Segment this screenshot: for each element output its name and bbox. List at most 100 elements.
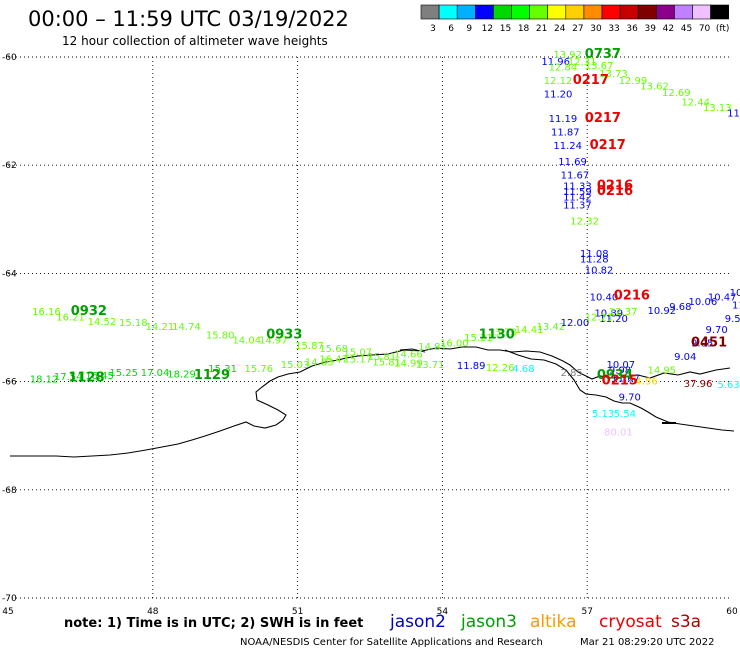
- swh-value: 11.20: [599, 314, 628, 325]
- colorbar-label: 42: [663, 24, 674, 34]
- swh-value: 14.97: [259, 336, 288, 347]
- swh-value: 37.96: [684, 379, 713, 390]
- swh-value: 10.82: [585, 265, 614, 276]
- lat-tick-label: -66: [2, 378, 17, 388]
- timestamp-text: Mar 21 08:29:20 UTC 2022: [580, 637, 715, 648]
- swh-value: 11.19: [549, 114, 578, 125]
- swh-value: 16.45: [85, 371, 114, 382]
- pass-time-label: 1129: [194, 368, 230, 383]
- swh-value: 9.68: [669, 302, 691, 313]
- legend-s3a: s3a: [671, 612, 701, 632]
- swh-value: 11.08: [580, 249, 609, 260]
- pass-time-label: 1128: [68, 371, 104, 386]
- swh-value: 12.69: [662, 88, 691, 99]
- colorbar-label: 45: [681, 24, 692, 34]
- colorbar-label: 6: [448, 24, 454, 34]
- swh-value: 15.81: [368, 352, 397, 363]
- swh-value: 12.31: [568, 57, 597, 68]
- lon-tick-label: 48: [147, 607, 159, 617]
- swh-value: 15.03: [281, 360, 310, 371]
- swh-value: 11.33: [563, 182, 592, 193]
- swh-value: 9.05: [691, 338, 713, 349]
- swh-value: 10.07: [607, 360, 636, 371]
- legend-cryosat: cryosat: [599, 612, 662, 632]
- swh-value: 15.21: [464, 333, 493, 344]
- lon-tick-label: 54: [437, 607, 449, 617]
- colorbar-swatch: [438, 4, 458, 20]
- swh-value: 16.16: [32, 307, 61, 318]
- lat-tick-label: -68: [2, 486, 17, 496]
- swh-value: 15.76: [245, 364, 274, 375]
- swh-value: 11.89: [457, 361, 486, 372]
- lon-tick-label: 60: [726, 607, 738, 617]
- colorbar-swatch: [710, 4, 729, 20]
- colorbar-swatch: [456, 4, 476, 20]
- swh-value: 15.17: [343, 355, 372, 366]
- swh-value: 11.42: [563, 192, 592, 203]
- colorbar-swatch: [619, 4, 639, 20]
- colorbar-swatch: [474, 4, 494, 20]
- swh-value: 14.04: [232, 336, 261, 347]
- swh-value: 10.16: [730, 288, 740, 299]
- colorbar-swatch: [493, 4, 512, 20]
- colorbar-label: (ft): [716, 24, 730, 34]
- swh-value: 13.73: [488, 328, 517, 339]
- swh-value: 13.73: [599, 69, 628, 80]
- colorbar-swatch: [529, 4, 548, 20]
- swh-value: 13.92: [553, 50, 582, 61]
- swh-value: 11.59: [563, 187, 592, 198]
- swh-value: 10.92: [648, 306, 677, 317]
- swh-value: 12.84: [549, 63, 578, 74]
- legend-altika: altika: [530, 612, 577, 632]
- swh-value: 12.99: [619, 76, 648, 87]
- swh-value: 11.24: [553, 141, 582, 152]
- swh-value: 9.70: [619, 393, 641, 404]
- colorbar-swatch: [601, 4, 621, 20]
- swh-value: 12.44: [681, 98, 710, 109]
- swh-value: 14.83: [305, 357, 334, 368]
- swh-value: 11.37: [563, 200, 592, 211]
- swh-value: 11.20: [544, 90, 573, 101]
- pass-time-label: 0217: [573, 73, 609, 88]
- swh-value: 11.59: [732, 301, 740, 312]
- credit-text: NOAA/NESDIS Center for Satellite Applica…: [240, 637, 543, 648]
- colorbar-label: 21: [536, 24, 547, 34]
- swh-value: 14.74: [172, 322, 201, 333]
- swh-value: 17.54: [54, 372, 83, 383]
- colorbar-swatch: [692, 4, 711, 20]
- swh-value: 12.00: [561, 318, 590, 329]
- colorbar-swatch: [547, 4, 567, 20]
- pass-time-label: 0217: [585, 111, 621, 126]
- swh-value: 11.69: [558, 157, 587, 168]
- swh-value: 4.56: [635, 376, 657, 387]
- swh-value: 14.21: [146, 322, 175, 333]
- grid: 45 48 51 54 57 60 -60 -62 -64 -66 -68 -70: [2, 53, 738, 617]
- pass-time-label: 1130: [479, 327, 515, 342]
- swh-value: 18.12: [30, 375, 59, 386]
- coastline: [10, 346, 735, 458]
- colorbar-label: 30: [590, 24, 602, 34]
- swh-value: 11.28: [580, 255, 609, 266]
- lat-tick-label: -70: [2, 594, 17, 604]
- swh-value: 14.95: [648, 365, 677, 376]
- pass-time-label: 0451: [691, 335, 727, 350]
- pass-time-label: 0933: [266, 327, 302, 342]
- swh-value: 11.96: [541, 57, 570, 68]
- swh-value: 15.81: [372, 357, 401, 368]
- map-title: 00:00 – 11:59 UTC 03/19/2022: [28, 7, 349, 31]
- swh-value: 16.00: [440, 338, 469, 349]
- lat-tick-label: -64: [2, 269, 17, 279]
- swh-value: 14.52: [88, 317, 117, 328]
- map-subtitle: 12 hour collection of altimeter wave hei…: [62, 34, 328, 48]
- pass-time-label: 0737: [585, 47, 621, 62]
- pass-time-label: 0932: [71, 304, 107, 319]
- legend-jason3: jason3: [460, 612, 517, 632]
- swh-value: 13.62: [640, 81, 669, 92]
- swh-value: 13.71: [416, 360, 445, 371]
- colorbar-swatch: [637, 4, 657, 20]
- swh-value: 16.47: [319, 355, 348, 366]
- swh-value: 5.54: [614, 409, 636, 420]
- colorbar-label: 3: [430, 24, 436, 34]
- pass-time-label: 0934: [597, 368, 633, 383]
